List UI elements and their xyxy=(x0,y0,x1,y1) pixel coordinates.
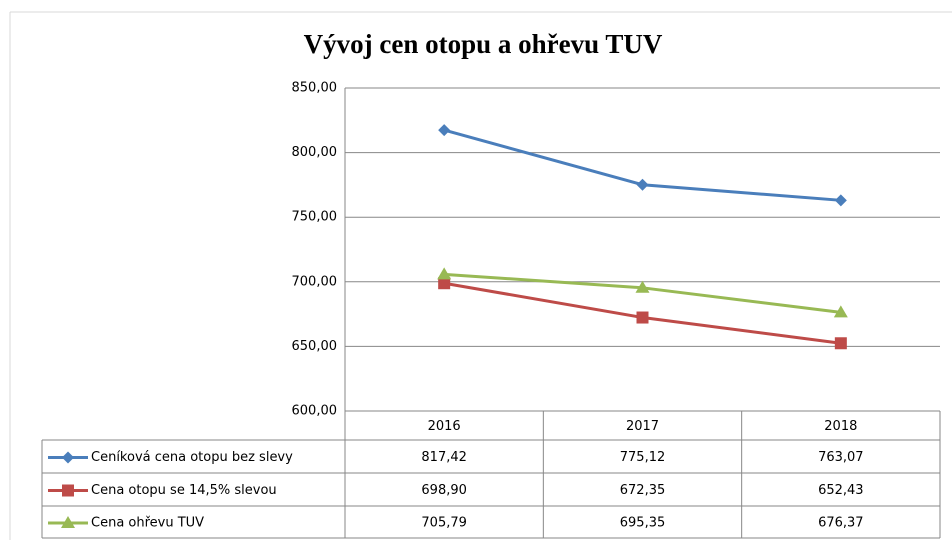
data-point xyxy=(636,178,649,191)
table-cell: 705,79 xyxy=(421,516,467,531)
legend-label: Cena ohřevu TUV xyxy=(91,516,204,531)
chart-title: Vývoj cen otopu a ohřevu TUV xyxy=(304,29,663,59)
legend-marker xyxy=(62,451,74,464)
y-tick-label: 650,00 xyxy=(292,339,338,354)
data-point xyxy=(834,337,847,350)
table-cell: 695,35 xyxy=(620,516,666,531)
data-point xyxy=(636,311,649,324)
y-tick-label: 800,00 xyxy=(292,145,338,160)
data-point xyxy=(437,267,452,280)
y-tick-label: 850,00 xyxy=(292,81,338,96)
table-cell: 652,43 xyxy=(818,483,864,498)
x-tick-label: 2016 xyxy=(428,419,461,434)
legend-label: Cena otopu se 14,5% slevou xyxy=(91,483,277,498)
legend-marker xyxy=(62,484,74,497)
table-cell: 817,42 xyxy=(421,450,467,465)
legend-marker xyxy=(61,516,75,528)
table-cell: 763,07 xyxy=(818,450,864,465)
legend-label: Ceníková cena otopu bez slevy xyxy=(91,450,293,465)
data-point xyxy=(438,124,451,137)
x-tick-label: 2018 xyxy=(824,419,857,434)
data-point xyxy=(438,277,451,290)
y-tick-label: 700,00 xyxy=(292,274,338,289)
table-cell: 698,90 xyxy=(421,483,467,498)
table-cell: 676,37 xyxy=(818,516,864,531)
y-tick-label: 600,00 xyxy=(292,404,338,419)
y-tick-label: 750,00 xyxy=(292,210,338,225)
table-cell: 672,35 xyxy=(620,483,666,498)
data-point xyxy=(635,280,650,293)
data-point xyxy=(834,194,847,207)
x-tick-label: 2017 xyxy=(626,419,659,434)
data-point xyxy=(833,305,848,318)
table-cell: 775,12 xyxy=(620,450,666,465)
